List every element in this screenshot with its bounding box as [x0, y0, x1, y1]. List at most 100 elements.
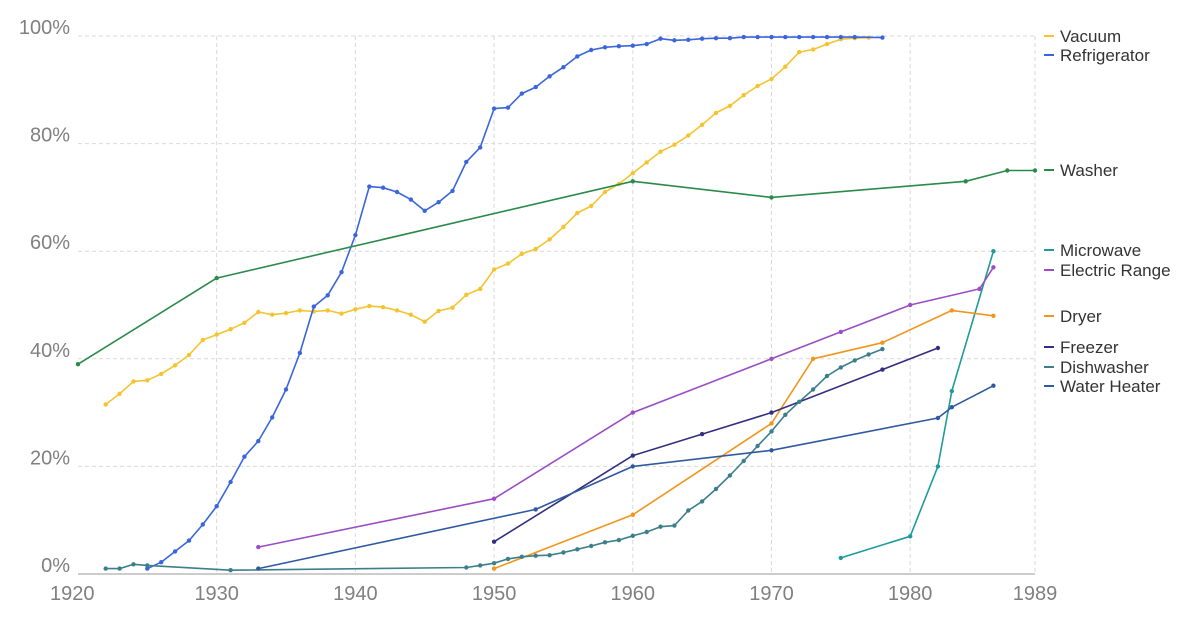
data-point	[630, 512, 635, 517]
data-point	[991, 265, 996, 270]
data-point	[325, 293, 330, 298]
series-freezer	[491, 345, 941, 544]
data-point	[630, 410, 635, 415]
series-line	[493, 309, 994, 570]
data-point	[131, 562, 136, 567]
data-point	[589, 543, 594, 549]
data-point	[699, 499, 705, 504]
x-tick-label: 1980	[888, 583, 933, 605]
x-tick-label: 1950	[472, 583, 517, 605]
data-point	[380, 185, 386, 190]
data-point	[949, 308, 954, 313]
data-point	[880, 340, 885, 345]
data-point	[838, 365, 843, 370]
data-point	[824, 34, 830, 40]
data-point	[297, 350, 303, 356]
data-point	[977, 286, 982, 292]
data-point	[436, 308, 441, 314]
data-point	[339, 270, 344, 275]
data-point	[200, 337, 205, 343]
legend-item: Refrigerator	[1044, 46, 1150, 65]
data-point	[131, 379, 136, 384]
data-point	[561, 224, 566, 230]
data-point	[242, 320, 247, 325]
data-point	[367, 184, 372, 189]
data-point	[699, 431, 705, 437]
data-point	[824, 41, 830, 47]
data-point	[450, 305, 455, 310]
data-point	[797, 49, 802, 55]
data-point	[380, 305, 386, 310]
data-point	[810, 47, 816, 52]
data-point	[769, 421, 774, 426]
data-point	[852, 358, 857, 363]
data-point	[658, 524, 663, 529]
data-point	[186, 352, 192, 358]
data-point	[686, 508, 691, 513]
data-point	[283, 387, 289, 392]
y-tick-label: 40%	[30, 340, 70, 362]
data-point	[769, 410, 774, 415]
data-point	[75, 362, 81, 367]
data-point	[353, 232, 358, 238]
data-point	[713, 486, 719, 492]
data-point	[519, 91, 524, 96]
data-point	[783, 64, 788, 69]
data-point	[311, 304, 316, 309]
data-point	[228, 479, 233, 485]
data-point	[810, 34, 816, 40]
data-point	[880, 35, 885, 40]
data-point	[159, 371, 164, 377]
data-point	[256, 544, 261, 550]
y-tick-label: 20%	[30, 447, 70, 469]
data-point	[256, 566, 261, 571]
data-point	[547, 553, 552, 558]
data-point	[436, 200, 441, 205]
data-point	[422, 208, 427, 213]
x-tick-label: 1930	[194, 583, 239, 605]
data-point	[741, 34, 746, 40]
data-point	[935, 464, 941, 469]
data-point	[491, 539, 497, 544]
legend-label: Dryer	[1060, 307, 1102, 326]
data-point	[630, 453, 635, 458]
data-point	[353, 307, 358, 312]
data-point	[630, 464, 635, 469]
data-point	[464, 565, 469, 570]
data-point	[727, 473, 733, 478]
data-point	[838, 555, 843, 561]
data-point	[686, 37, 691, 42]
data-point	[478, 563, 483, 568]
data-point	[908, 534, 913, 539]
data-point	[630, 171, 635, 176]
data-point	[810, 387, 816, 392]
data-point	[713, 36, 719, 41]
data-point	[630, 533, 635, 538]
data-point	[672, 523, 677, 528]
data-point	[478, 145, 483, 150]
y-tick-label: 100%	[19, 17, 70, 39]
data-point	[491, 496, 497, 501]
series-line	[146, 36, 883, 570]
data-point	[755, 83, 760, 89]
data-point	[575, 54, 580, 59]
data-point	[644, 529, 649, 535]
data-point	[741, 93, 746, 98]
data-point	[339, 311, 344, 316]
data-point	[450, 188, 455, 194]
data-point	[464, 292, 469, 297]
data-point	[602, 189, 608, 195]
data-point	[172, 363, 178, 368]
legend-item: Electric Range	[1044, 261, 1171, 280]
series-line	[258, 384, 994, 570]
data-point	[672, 38, 677, 43]
data-point	[797, 34, 802, 40]
data-point	[935, 345, 941, 351]
data-point	[561, 65, 566, 70]
series-line	[105, 348, 883, 572]
series-line	[77, 169, 1035, 365]
series-dryer	[491, 308, 996, 571]
legend-item: Washer	[1044, 161, 1118, 180]
data-point	[880, 367, 885, 372]
data-point	[464, 159, 469, 165]
